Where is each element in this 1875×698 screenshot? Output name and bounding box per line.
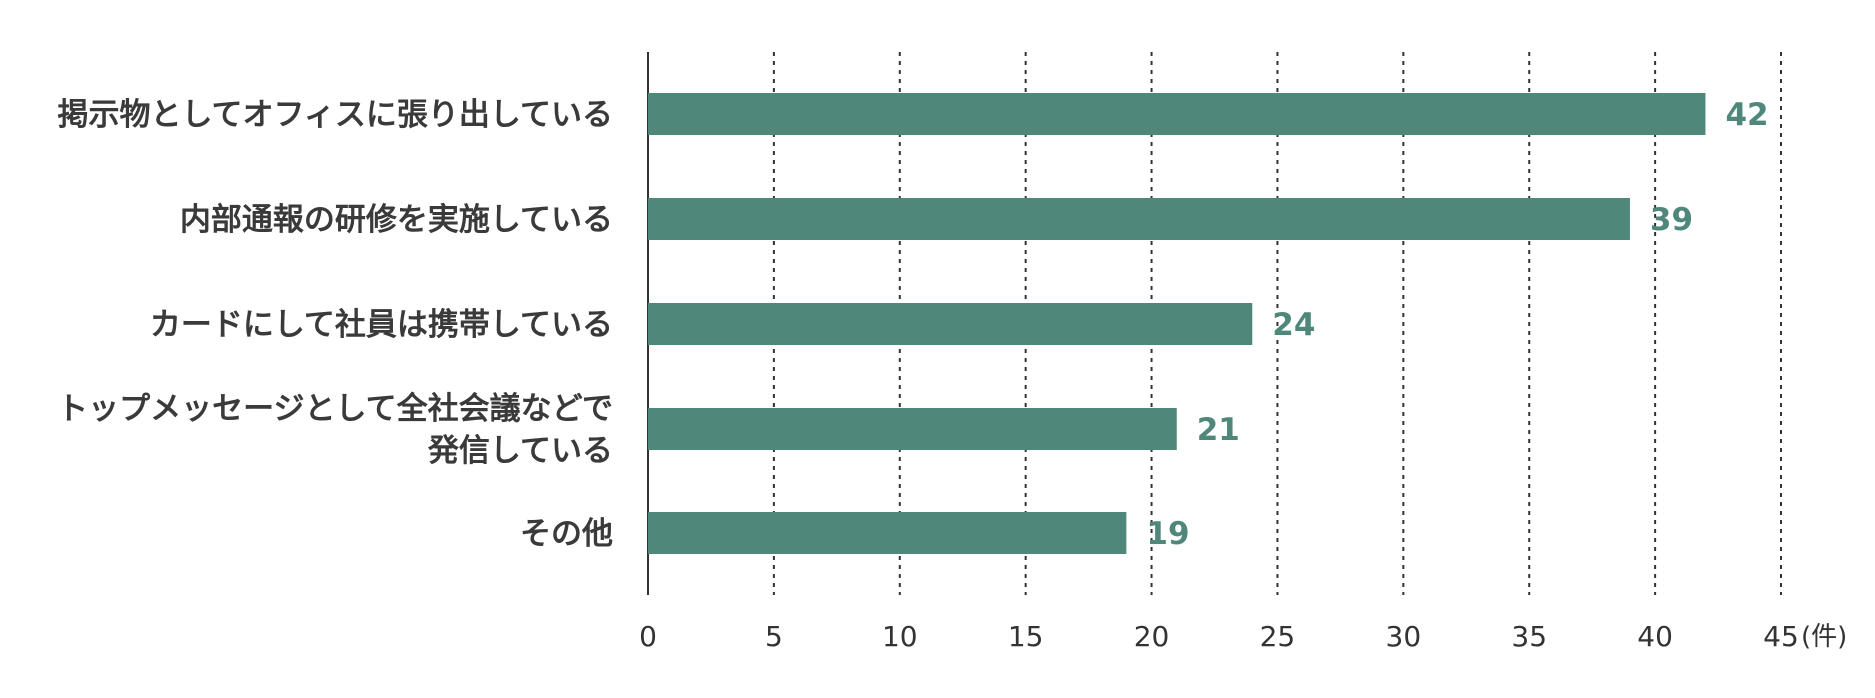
category-label-4: その他 [520,516,613,552]
bar-1 [648,198,1630,240]
bar-0 [648,93,1706,135]
category-label-0: 掲示物としてオフィスに張り出している [57,97,613,133]
category-label-3-line-1: 発信している [427,433,613,469]
x-tick-label-40: 40 [1637,620,1673,653]
value-label-0: 42 [1725,97,1768,133]
value-label-4: 19 [1146,516,1189,552]
x-tick-label-0: 0 [639,620,657,653]
x-tick-label-15: 15 [1008,620,1044,653]
category-label-1: 内部通報の研修を実施している [180,202,613,238]
value-label-3: 21 [1197,412,1240,448]
x-tick-label-25: 25 [1260,620,1296,653]
category-label-3-line-0: トップメッセージとして全社会議などで [57,391,613,427]
bar-4 [648,512,1127,554]
x-unit-label: (件) [1801,622,1847,652]
bar-2 [648,303,1253,345]
value-label-1: 39 [1650,202,1693,238]
x-tick-label-35: 35 [1511,620,1547,653]
bar-3 [648,408,1177,450]
x-tick-label-5: 5 [765,620,783,653]
category-label-2: カードにして社員は携帯している [150,307,613,343]
x-tick-label-30: 30 [1386,620,1422,653]
value-label-2: 24 [1272,307,1315,343]
x-tick-label-45: 45 [1763,620,1799,653]
x-tick-label-10: 10 [882,620,918,653]
x-tick-label-20: 20 [1134,620,1170,653]
